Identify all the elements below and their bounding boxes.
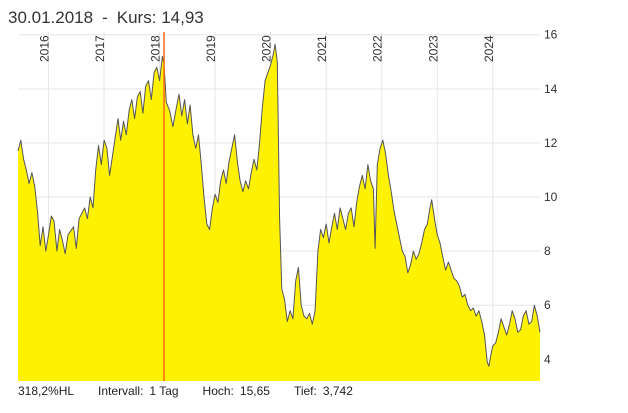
y-tick-label: 14 <box>544 82 558 96</box>
low-label: Tief: <box>293 384 317 398</box>
y-tick-label: 4 <box>544 352 551 366</box>
header-kurs-value: 14,93 <box>161 8 204 27</box>
x-tick-label: 2022 <box>371 35 385 62</box>
low-value: 3,742 <box>322 384 353 398</box>
x-tick-label: 2023 <box>426 35 440 62</box>
interval-group[interactable]: Intervall: 1 Tag <box>98 384 179 398</box>
y-tick-label: 6 <box>544 298 551 312</box>
chart-area-layer <box>17 43 541 381</box>
high-label: Hoch: <box>202 384 234 398</box>
y-tick-label: 12 <box>544 136 558 150</box>
price-line <box>17 43 541 367</box>
interval-value: 1 Tag <box>149 384 179 398</box>
x-tick-label: 2024 <box>482 35 496 62</box>
chart-axis-labels: 4 6 8 10 12 14 16 2016 2017 2018 2019 2020 2021 2022 2… <box>38 28 558 367</box>
price-area <box>18 44 540 381</box>
x-tick-label: 2017 <box>93 35 107 62</box>
x-tick-label: 2019 <box>204 35 218 62</box>
header-kurs-label: Kurs: <box>116 8 157 27</box>
high-group: Hoch: 15,65 <box>203 384 270 398</box>
interval-label: Intervall: <box>98 384 144 398</box>
header-date: 30.01.2018 <box>8 8 94 27</box>
x-tick-label: 2016 <box>38 35 52 62</box>
high-value: 15,65 <box>239 384 270 398</box>
y-tick-label: 16 <box>544 28 558 42</box>
low-group: Tief: 3,742 <box>294 384 353 398</box>
y-tick-label: 10 <box>544 190 558 204</box>
chart-footer: 318,2%HL Intervall: 1 Tag Hoch: 15,65 Ti… <box>18 384 353 398</box>
chart-header: 30.01.2018- Kurs: 14,93 <box>8 4 204 32</box>
x-tick-label: 2021 <box>315 35 329 62</box>
header-separator: - <box>102 8 108 27</box>
x-tick-label: 2018 <box>149 35 163 62</box>
range-percent-label: 318,2%HL <box>18 384 75 398</box>
y-tick-label: 8 <box>544 244 551 258</box>
x-tick-label: 2020 <box>260 35 274 62</box>
